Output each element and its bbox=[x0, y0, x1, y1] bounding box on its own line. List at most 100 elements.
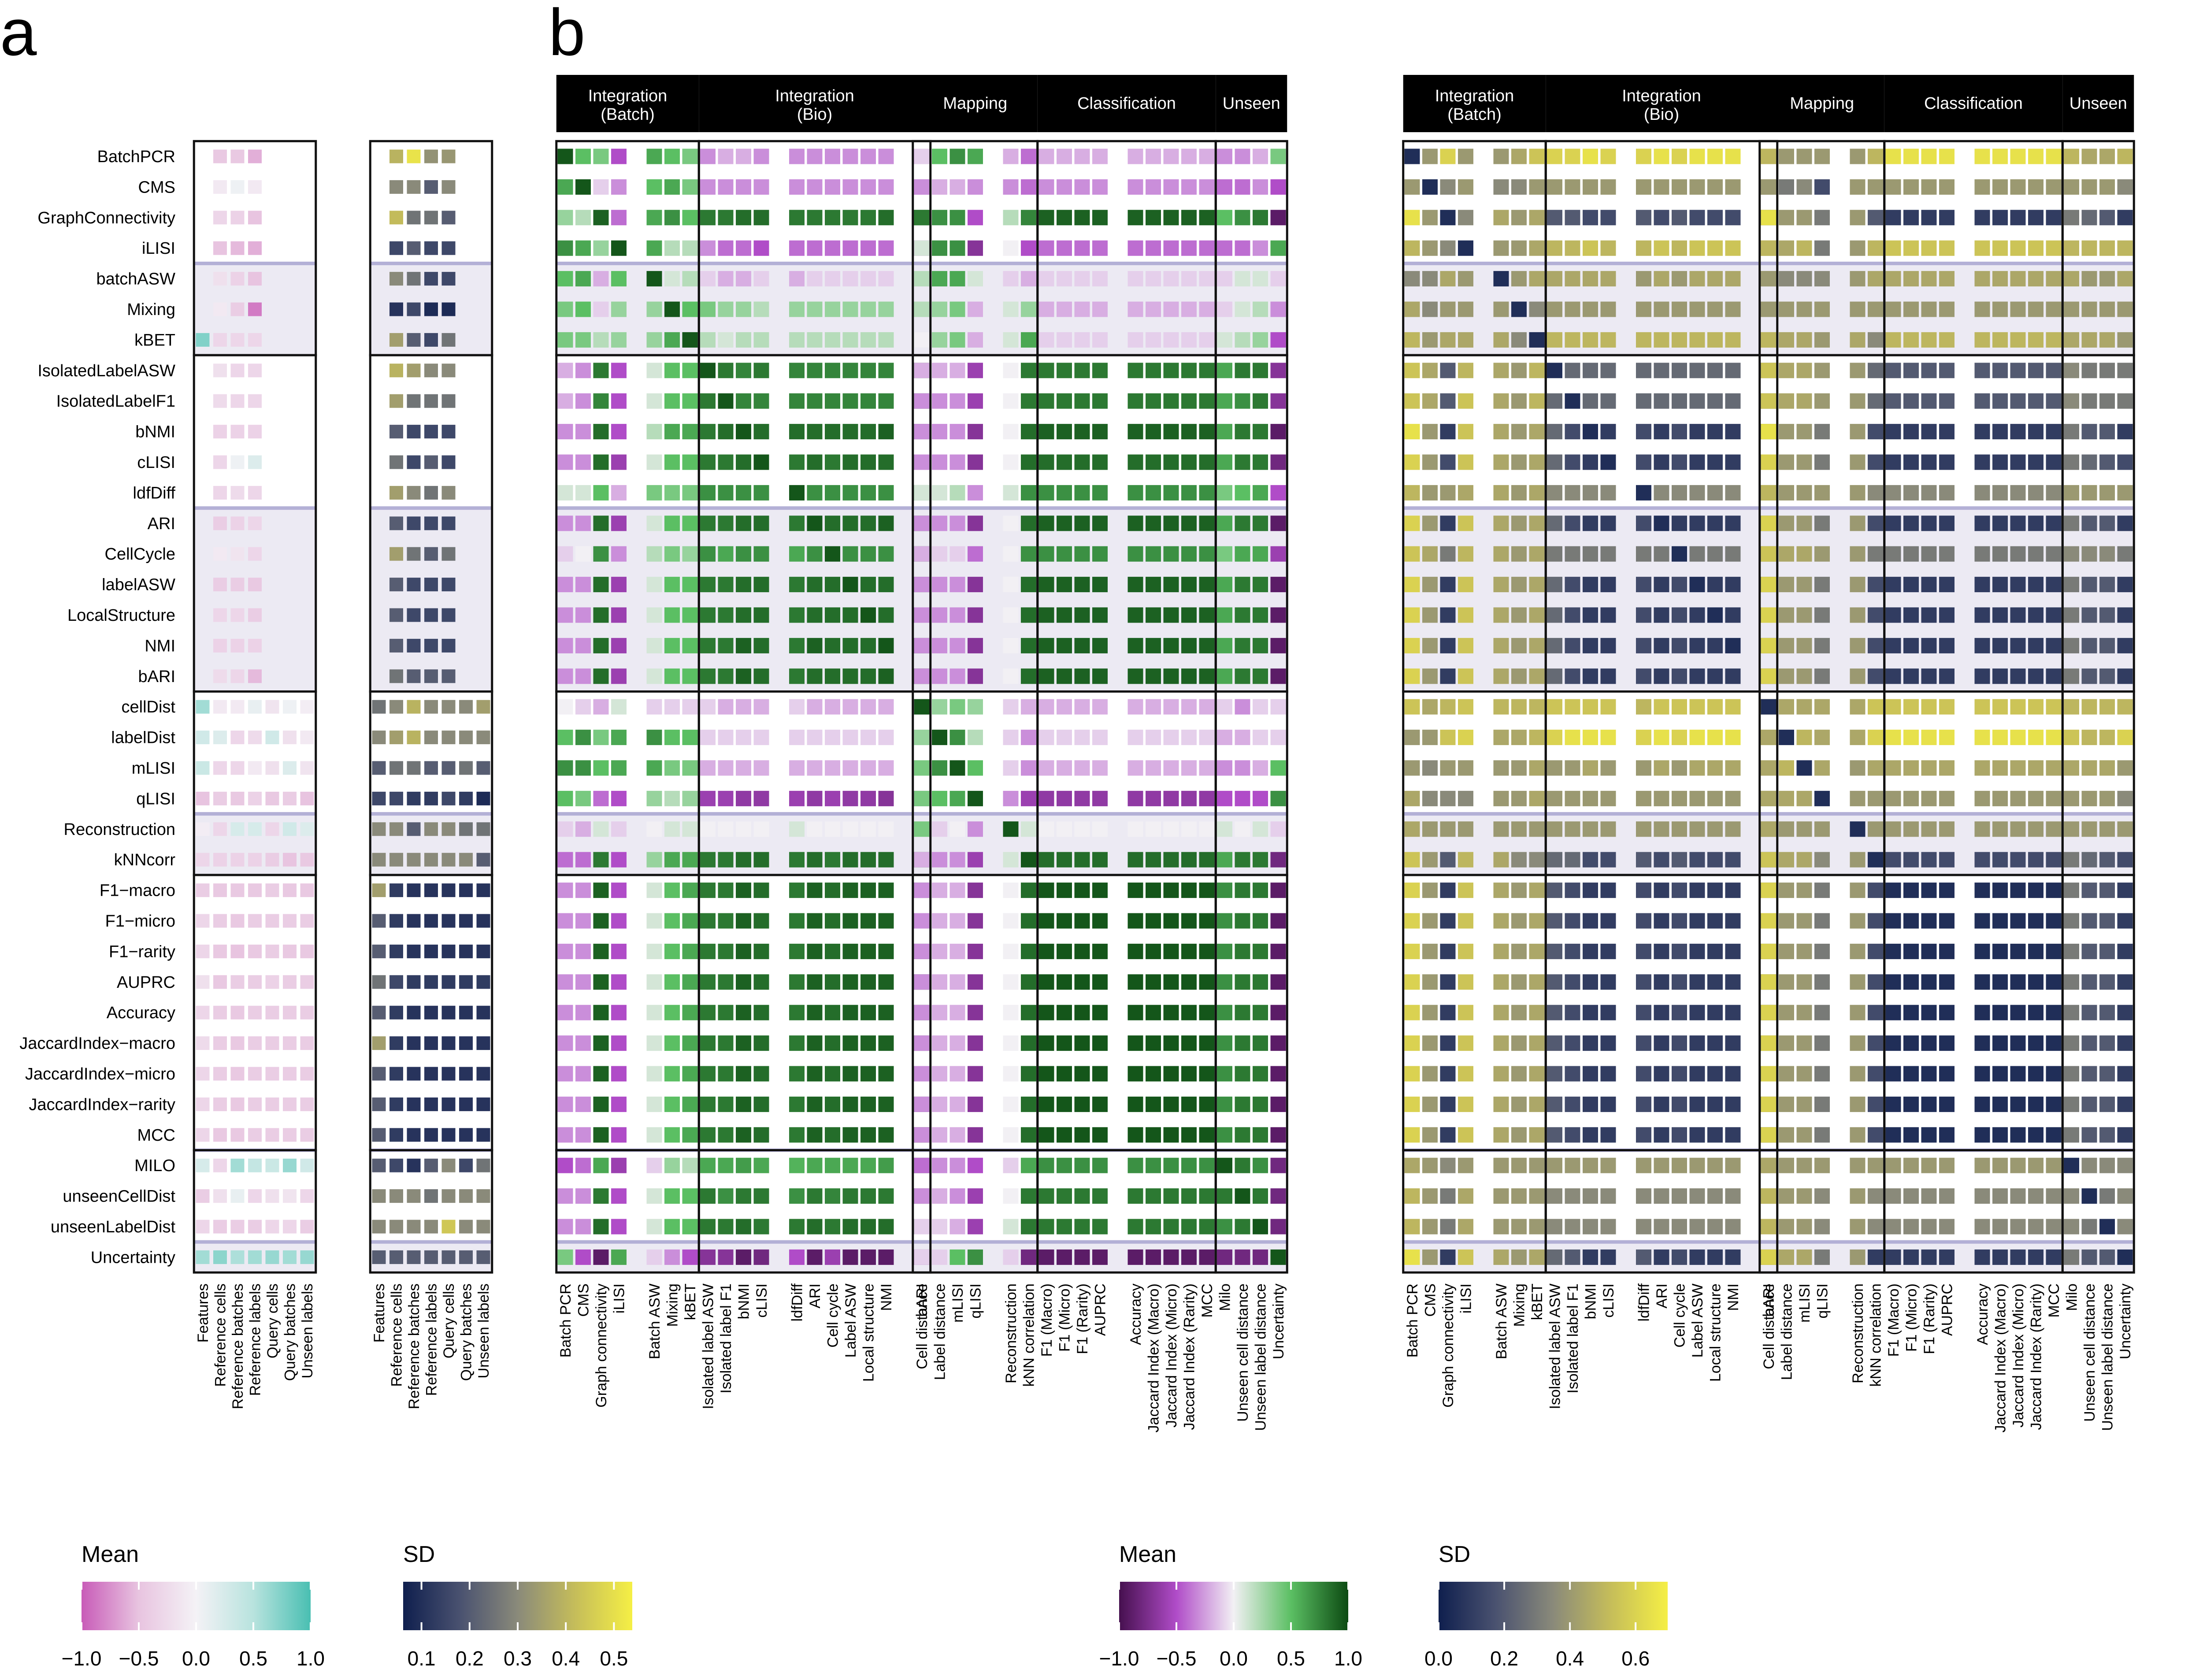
heat-cell bbox=[1422, 577, 1438, 593]
heat-cell bbox=[1796, 240, 1812, 256]
heat-cell bbox=[842, 852, 858, 868]
heat-cell bbox=[682, 515, 698, 531]
heat-cell bbox=[949, 699, 965, 715]
heat-cell bbox=[1422, 1096, 1438, 1112]
heat-cell bbox=[1404, 699, 1420, 715]
col-group-header bbox=[1884, 75, 2063, 132]
heat-cell bbox=[1146, 1035, 1161, 1051]
heat-cell bbox=[2046, 1188, 2062, 1204]
heat-cell bbox=[1021, 730, 1036, 745]
heat-cell bbox=[968, 1066, 983, 1082]
heat-cell bbox=[968, 546, 983, 562]
heat-cell bbox=[968, 821, 983, 837]
heat-cell bbox=[213, 1097, 227, 1111]
heat-cell bbox=[407, 486, 421, 500]
heat-cell bbox=[932, 454, 947, 470]
heat-cell bbox=[1868, 424, 1883, 440]
heat-cell bbox=[1199, 913, 1215, 929]
heat-cell bbox=[825, 485, 840, 501]
heat-cell bbox=[1992, 943, 2008, 959]
heat-cell bbox=[2064, 179, 2079, 195]
heat-cell bbox=[1939, 210, 1955, 226]
heat-cell bbox=[932, 1157, 947, 1173]
heat-cell bbox=[230, 149, 245, 163]
heat-cell bbox=[968, 1096, 983, 1112]
col-group-title: (Bio) bbox=[797, 105, 832, 124]
heat-cell bbox=[459, 761, 473, 775]
heat-cell bbox=[2099, 1219, 2115, 1235]
heat-cell bbox=[248, 608, 262, 622]
heat-cell bbox=[1868, 546, 1883, 562]
heat-cell bbox=[968, 883, 983, 898]
heat-cell bbox=[230, 333, 245, 347]
heat-cell bbox=[2099, 271, 2115, 287]
heat-cell bbox=[300, 1189, 314, 1203]
heat-cell bbox=[1814, 240, 1830, 256]
heat-cell bbox=[557, 607, 573, 623]
heat-cell bbox=[230, 1220, 245, 1234]
heat-cell bbox=[718, 760, 734, 776]
heat-cell bbox=[932, 974, 947, 990]
heat-cell bbox=[557, 148, 573, 164]
heat-cell bbox=[424, 149, 438, 163]
heat-cell bbox=[1725, 974, 1741, 990]
heat-cell bbox=[300, 1220, 314, 1234]
col-label: bARI bbox=[914, 1283, 931, 1317]
heat-cell bbox=[949, 210, 965, 226]
heat-cell bbox=[1921, 638, 1937, 653]
heat-cell bbox=[1921, 363, 1937, 378]
heat-cell bbox=[700, 546, 716, 562]
heat-cell bbox=[664, 699, 680, 715]
heat-cell bbox=[424, 1097, 438, 1111]
heat-cell bbox=[1689, 821, 1705, 837]
heat-cell bbox=[646, 1096, 662, 1112]
heat-cell bbox=[1440, 1157, 1456, 1173]
heat-cell bbox=[1092, 577, 1108, 593]
heat-cell bbox=[700, 485, 716, 501]
heat-cell bbox=[807, 699, 823, 715]
heat-cell bbox=[968, 730, 983, 745]
heat-cell bbox=[2099, 699, 2115, 715]
heat-cell bbox=[2064, 883, 2079, 898]
heat-cell bbox=[1921, 852, 1937, 868]
heat-cell bbox=[1127, 1127, 1143, 1143]
heat-cell bbox=[1253, 638, 1268, 653]
heat-cell bbox=[753, 271, 769, 287]
heat-cell bbox=[1127, 1157, 1143, 1173]
heat-cell bbox=[1021, 179, 1036, 195]
col-group-title: Classification bbox=[1924, 94, 2023, 113]
heat-cell bbox=[646, 485, 662, 501]
heat-cell bbox=[1217, 943, 1232, 959]
col-label: Label ASW bbox=[842, 1283, 859, 1357]
heat-cell bbox=[1547, 363, 1562, 378]
heat-cell bbox=[1003, 148, 1019, 164]
heat-cell bbox=[1547, 1219, 1562, 1235]
heat-cell bbox=[593, 301, 609, 317]
heat-cell bbox=[1529, 699, 1545, 715]
heat-cell bbox=[575, 974, 591, 990]
heat-cell bbox=[593, 883, 609, 898]
heat-cell bbox=[1057, 1035, 1072, 1051]
heat-cell bbox=[968, 1127, 983, 1143]
heat-cell bbox=[1235, 393, 1250, 409]
heat-cell bbox=[1270, 1219, 1286, 1235]
heat-cell bbox=[213, 731, 227, 745]
heat-cell bbox=[283, 944, 297, 958]
heat-cell bbox=[1003, 1005, 1019, 1020]
heat-cell bbox=[664, 393, 680, 409]
heat-cell bbox=[1583, 210, 1598, 226]
heat-cell bbox=[1074, 577, 1090, 593]
heat-cell bbox=[807, 1127, 823, 1143]
heat-cell bbox=[611, 1157, 627, 1173]
heat-cell bbox=[1796, 393, 1812, 409]
heat-cell bbox=[736, 943, 751, 959]
heat-cell bbox=[1565, 1188, 1580, 1204]
legend-tick-label: −0.5 bbox=[1157, 1647, 1197, 1670]
heat-cell bbox=[441, 700, 456, 714]
row-label-12: ARI bbox=[148, 515, 175, 533]
heat-cell bbox=[575, 1219, 591, 1235]
heat-cell bbox=[682, 1005, 698, 1020]
heat-cell bbox=[1199, 821, 1215, 837]
col-label: Isolated label F1 bbox=[718, 1283, 734, 1394]
heat-cell bbox=[700, 821, 716, 837]
